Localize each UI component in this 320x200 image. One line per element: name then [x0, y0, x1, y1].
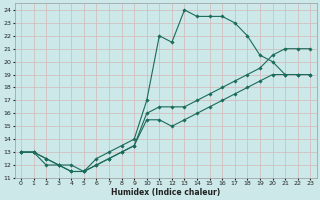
X-axis label: Humidex (Indice chaleur): Humidex (Indice chaleur) [111, 188, 220, 197]
